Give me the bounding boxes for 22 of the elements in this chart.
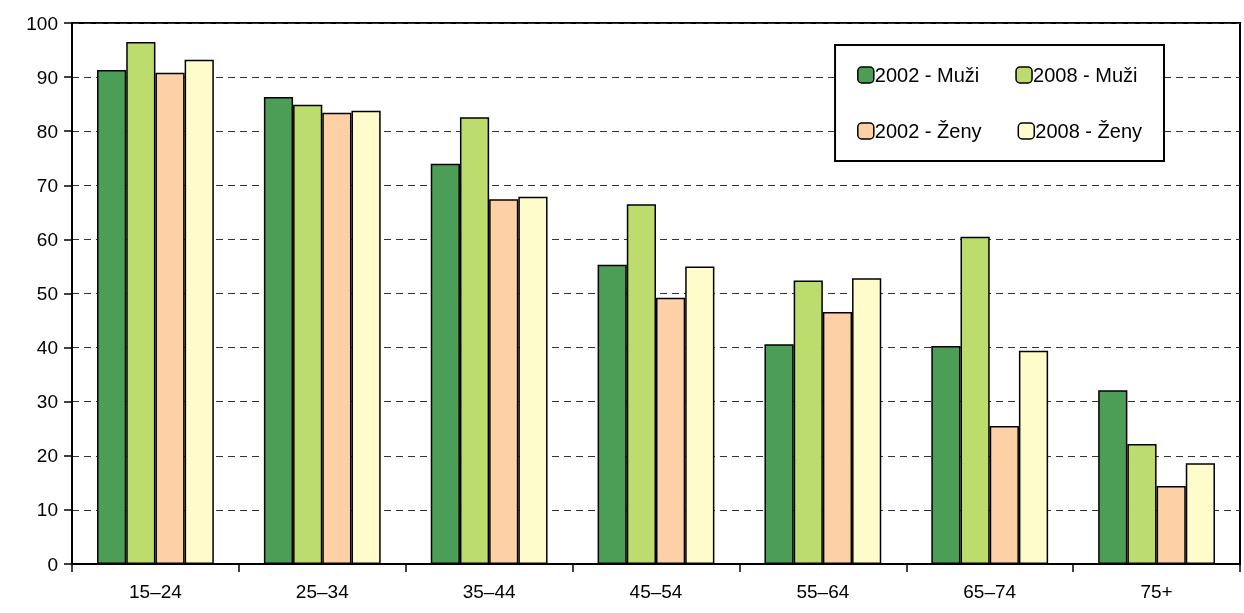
legend-label: 2002 - Ženy <box>874 120 982 142</box>
y-tick-label: 80 <box>36 120 58 142</box>
legend-label: 2008 - Ženy <box>1035 120 1143 142</box>
legend-label: 2002 - Muži <box>874 64 980 86</box>
y-tick-label: 40 <box>36 337 58 359</box>
x-tick-label: 15–24 <box>129 581 183 602</box>
y-tick-label: 30 <box>36 391 58 413</box>
y-tick-label: 10 <box>36 499 58 521</box>
x-tick-label: 55–64 <box>796 581 850 602</box>
x-tick-label: 35–44 <box>462 581 516 602</box>
x-tick-label: 25–34 <box>295 581 350 602</box>
x-tick-label: 75+ <box>1140 581 1173 602</box>
y-tick-label: 20 <box>36 445 58 467</box>
y-tick-label: 60 <box>36 228 58 250</box>
legend-label: 2008 - Muži <box>1033 64 1138 86</box>
y-tick-label: 0 <box>47 553 58 575</box>
y-tick-label: 70 <box>36 174 58 196</box>
y-tick-label: 90 <box>36 66 58 88</box>
x-tick-label: 65–74 <box>963 581 1017 602</box>
x-tick-label: 45–54 <box>629 581 683 602</box>
y-tick-label: 50 <box>36 283 58 304</box>
y-tick-label: 100 <box>26 12 58 34</box>
